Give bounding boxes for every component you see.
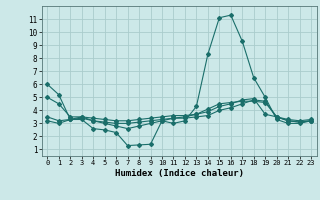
X-axis label: Humidex (Indice chaleur): Humidex (Indice chaleur) (115, 169, 244, 178)
